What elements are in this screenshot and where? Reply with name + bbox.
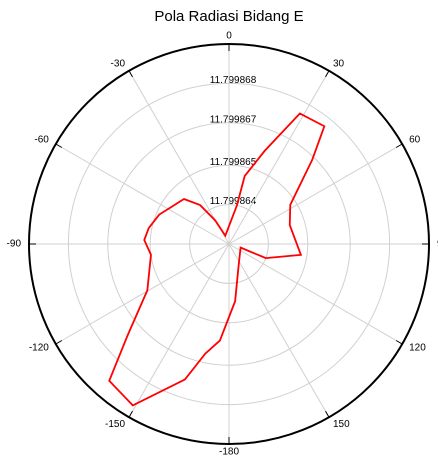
r-tick-label: 11.799867 [210, 114, 257, 125]
angle-label: 120 [409, 343, 426, 354]
angle-tick [395, 143, 403, 148]
grid-spoke [228, 70, 330, 245]
grid-spoke [55, 143, 230, 245]
angle-label: -30 [111, 59, 126, 70]
angle-label: -90 [7, 239, 22, 250]
grid-spoke [228, 143, 403, 245]
angle-tick [325, 410, 330, 418]
angle-tick [55, 340, 63, 345]
outer-circle [28, 43, 430, 445]
angle-label: 30 [333, 59, 345, 70]
grid-spoke [128, 243, 230, 418]
angle-tick [55, 143, 63, 148]
grid-spoke [55, 243, 230, 345]
angle-label: -180 [219, 447, 239, 458]
chart-title: Pola Radiasi Bidang E [154, 8, 303, 25]
grid-spoke [128, 70, 230, 245]
angle-tick [128, 410, 133, 418]
pattern-line [108, 112, 326, 407]
angle-label: -60 [34, 135, 49, 146]
r-tick-label: 11.799865 [210, 157, 257, 168]
grid-spoke [228, 243, 330, 418]
angle-label: 60 [409, 135, 421, 146]
angle-label: -150 [105, 419, 125, 430]
angle-label: 150 [333, 419, 350, 430]
angle-label: 0 [226, 31, 232, 42]
r-tick-label: 11.799868 [210, 75, 257, 86]
angle-tick [128, 70, 133, 78]
grid-spoke [228, 243, 403, 345]
angle-tick [395, 340, 403, 345]
r-tick-label: 11.799864 [210, 196, 257, 207]
angle-label: -120 [29, 343, 49, 354]
angle-tick [325, 70, 330, 78]
